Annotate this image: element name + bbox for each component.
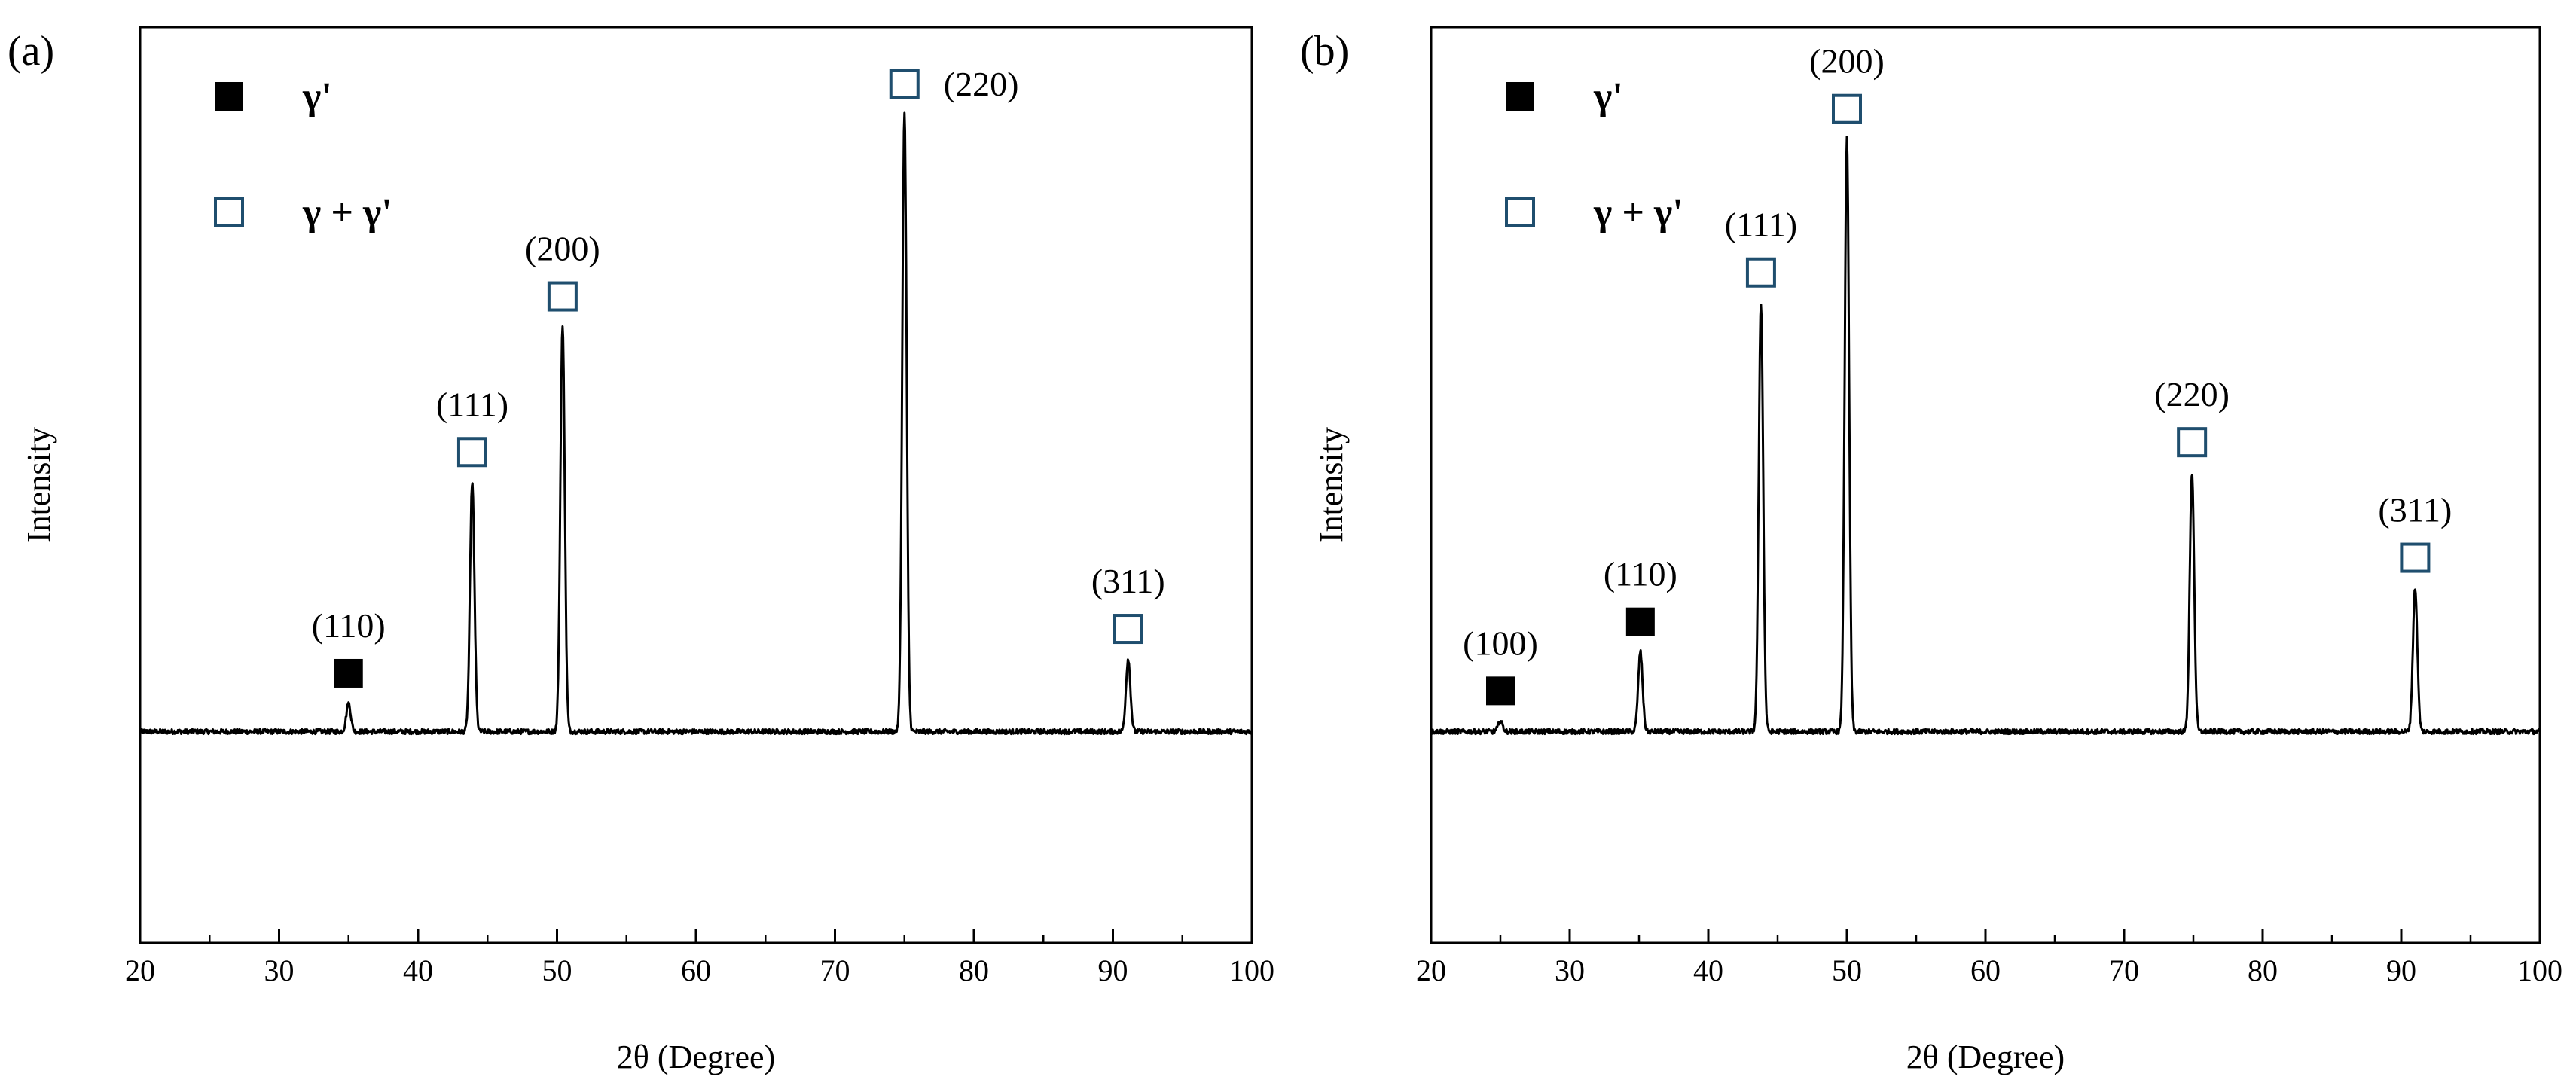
x-tick-label: 60 [1970, 953, 2001, 987]
peak-hkl-label: (220) [2154, 375, 2230, 413]
xrd-spectrum-line [139, 111, 1253, 736]
x-tick-label: 30 [264, 953, 295, 987]
gamma-plus-gamma-prime-marker [2177, 427, 2208, 458]
x-tick-label: 50 [542, 953, 572, 987]
plot-frame [139, 26, 1253, 944]
peak-hkl-label: (311) [1091, 562, 1165, 600]
legend-filled-square-icon [215, 82, 243, 111]
x-tick-label: 80 [959, 953, 989, 987]
gamma-plus-gamma-prime-marker [456, 437, 487, 468]
gamma-plus-gamma-prime-marker [1832, 93, 1862, 124]
y-axis-label: Intensity [1313, 427, 1350, 543]
chart-panel-b: (b) 20 30 40 50 60 70 80 90 100 2θ (Degree) Intensi… [1300, 26, 2562, 1075]
x-tick-label: 90 [2386, 953, 2416, 987]
legend-entry-label: γ + γ' [1593, 191, 1683, 234]
legend-open-square-icon [214, 197, 244, 227]
x-tick-label: 40 [403, 953, 433, 987]
chart-panel-a: (a) 20 30 40 50 60 70 80 90 100 2θ (Degree) Intensi… [8, 26, 1274, 1075]
peak-hkl-label: (311) [2378, 491, 2452, 529]
x-tick-label: 80 [2248, 953, 2278, 987]
x-tick-label: 70 [2109, 953, 2139, 987]
gamma-plus-gamma-prime-marker [1113, 614, 1143, 645]
x-axis-label: 2θ (Degree) [1906, 1039, 2065, 1075]
panel-label: (b) [1300, 28, 1349, 75]
peak-hkl-label: (100) [1463, 624, 1538, 662]
y-axis-label: Intensity [20, 427, 57, 543]
peak-hkl-label: (110) [1604, 555, 1677, 593]
x-tick-label: 20 [125, 953, 155, 987]
x-tick-label: 40 [1693, 953, 1723, 987]
legend-entry-label: γ' [302, 75, 332, 118]
legend-entry-label: γ + γ' [302, 191, 392, 234]
gamma-prime-marker [1625, 607, 1655, 636]
gamma-plus-gamma-prime-marker [547, 281, 578, 312]
peak-hkl-label: (200) [525, 230, 600, 268]
x-tick-label: 100 [2517, 953, 2562, 987]
peak-hkl-label: (111) [1725, 206, 1797, 244]
peak-hkl-label: (110) [312, 606, 386, 645]
x-axis-label: 2θ (Degree) [617, 1039, 775, 1075]
legend-entry-label: γ' [1593, 75, 1623, 118]
gamma-plus-gamma-prime-marker [1745, 257, 1776, 288]
x-tick-label: 50 [1832, 953, 1862, 987]
xrd-spectrum-line [1430, 136, 2541, 736]
gamma-prime-marker [334, 658, 363, 688]
legend-open-square-icon [1505, 197, 1535, 227]
gamma-prime-marker [1486, 676, 1515, 706]
x-tick-label: 30 [1555, 953, 1585, 987]
legend-filled-square-icon [1506, 82, 1534, 111]
panel-label: (a) [8, 28, 54, 75]
peak-hkl-label: (220) [944, 65, 1019, 103]
gamma-plus-gamma-prime-marker [889, 69, 920, 99]
gamma-plus-gamma-prime-marker [2400, 542, 2431, 573]
x-tick-label: 20 [1416, 953, 1446, 987]
x-tick-label: 90 [1098, 953, 1128, 987]
x-tick-label: 60 [681, 953, 711, 987]
plot-frame [1430, 26, 2541, 944]
peak-hkl-label: (200) [1809, 42, 1885, 81]
peak-hkl-label: (111) [436, 385, 508, 423]
x-tick-label: 100 [1229, 953, 1274, 987]
x-tick-label: 70 [820, 953, 850, 987]
